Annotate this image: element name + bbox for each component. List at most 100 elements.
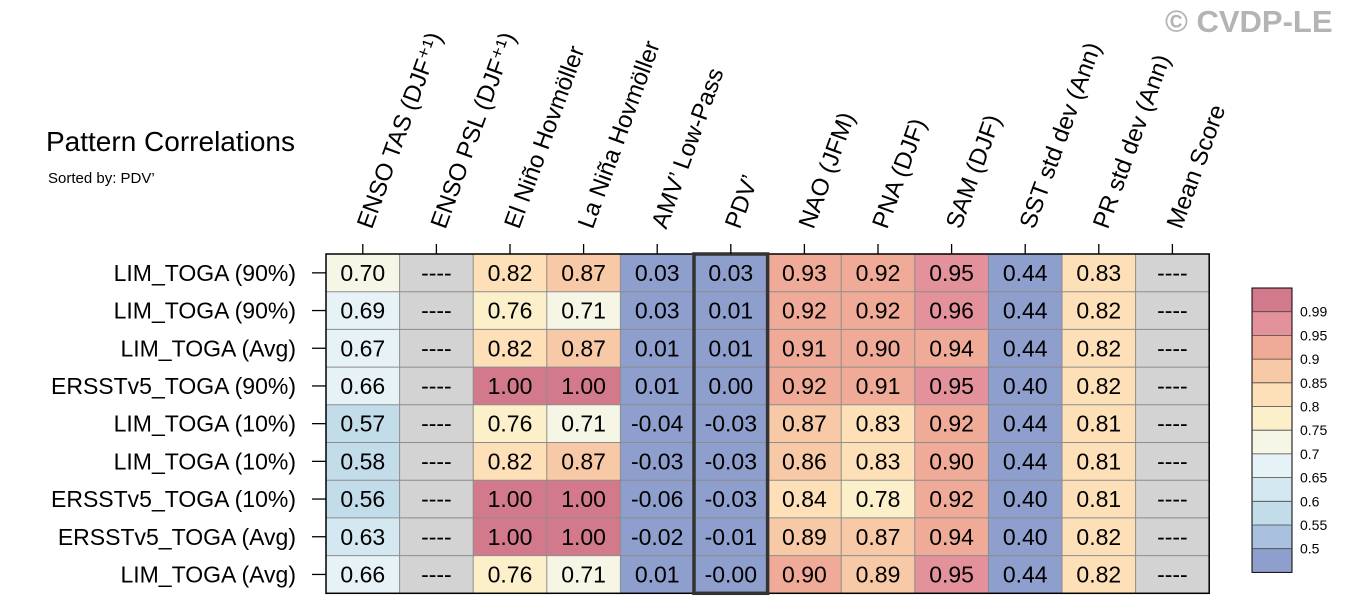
heatmap-cell: [399, 517, 474, 556]
heatmap-cell: [694, 291, 768, 330]
cell-value-label: 0.87: [856, 524, 901, 550]
cell-value-label: 0.71: [561, 411, 606, 437]
heatmap-cell: [473, 480, 547, 518]
heatmap-cell: [914, 480, 989, 518]
cell-value-label: 0.71: [561, 561, 606, 587]
cell-value-label: 1.00: [561, 524, 606, 550]
heatmap-cell: [1062, 254, 1136, 292]
heatmap-cell: [767, 404, 842, 443]
cell-value-label: 0.44: [1003, 448, 1048, 474]
cell-value-label: 0.92: [929, 411, 974, 437]
cell-value-label: ----: [421, 411, 452, 437]
colorbar-label: 0.85: [1300, 375, 1327, 391]
cell-value-label: 0.63: [340, 524, 385, 550]
column-label-amv-low-pass: AMV’ Low-Pass: [646, 64, 729, 232]
heatmap-cell: [988, 254, 1062, 292]
cell-value-label: 0.90: [929, 448, 974, 474]
heatmap-cell: [841, 329, 915, 368]
cell-value-label: ----: [1157, 260, 1188, 286]
heatmap-cell: [326, 404, 400, 443]
heatmap-cell: [1135, 329, 1210, 368]
cell-value-label: 0.66: [340, 561, 385, 587]
cell-value-label: 0.44: [1003, 335, 1048, 361]
heatmap-cell: [326, 555, 400, 594]
cell-value-label: 1.00: [488, 373, 533, 399]
heatmap-cell: [694, 555, 768, 594]
cell-value-label: 0.91: [856, 373, 901, 399]
heatmap-cell: [988, 404, 1062, 443]
heatmap-cell: [694, 254, 768, 292]
heatmap-cell: [694, 367, 768, 405]
cell-value-label: 0.01: [635, 335, 680, 361]
heatmap-cell: [399, 480, 474, 518]
cell-value-label: 1.00: [488, 486, 533, 512]
cell-value-label: 0.89: [782, 524, 827, 550]
heatmap-cell: [841, 555, 915, 594]
cell-value-label: 0.84: [782, 486, 827, 512]
cell-value-label: 1.00: [488, 524, 533, 550]
cell-value-label: 0.90: [782, 561, 827, 587]
cell-value-label: 0.58: [340, 448, 385, 474]
cell-value-label: ----: [1157, 448, 1188, 474]
cell-value-label: -0.03: [705, 486, 757, 512]
row-label: LIM_TOGA (Avg): [120, 335, 296, 361]
heatmap-cell: [988, 517, 1062, 556]
cell-value-label: -0.01: [705, 524, 757, 550]
heatmap-cell: [620, 442, 694, 481]
cell-value-label: 0.83: [856, 448, 901, 474]
heatmap-cell: [1062, 517, 1136, 556]
cell-value-label: ----: [421, 373, 452, 399]
heatmap-cell: [841, 480, 915, 518]
heatmap-cell: [694, 517, 768, 556]
heatmap-cell: [620, 254, 694, 292]
cell-value-label: ----: [1157, 486, 1188, 512]
column-label-pna-djf: PNA (DJF): [867, 115, 932, 232]
colorbar-label: 0.8: [1300, 399, 1320, 415]
heatmap-cell: [841, 254, 915, 292]
colorbar-swatch: [1252, 525, 1292, 549]
column-label-pr-std-dev-ann: PR std dev (Ann): [1088, 51, 1176, 232]
heatmap-cell: [1135, 517, 1210, 556]
colorbar-swatch: [1252, 311, 1292, 336]
heatmap-cell: [620, 329, 694, 368]
row-label: LIM_TOGA (10%): [114, 448, 296, 474]
cell-value-label: 0.69: [340, 298, 385, 324]
cell-value-label: 0.03: [708, 260, 753, 286]
cell-value-label: 0.01: [708, 298, 753, 324]
heatmap-cell: [326, 517, 400, 556]
row-label: LIM_TOGA (10%): [114, 411, 296, 437]
heatmap-cell: [767, 329, 842, 368]
cell-value-label: 0.87: [782, 411, 827, 437]
cell-value-label: 0.92: [856, 260, 901, 286]
heatmap-cell: [914, 291, 989, 330]
heatmap-cell: [473, 555, 547, 594]
heatmap-cell: [399, 254, 474, 292]
colorbar-swatch: [1252, 548, 1292, 573]
heatmap-cell: [326, 254, 400, 292]
heatmap-cell: [914, 367, 989, 405]
cell-value-label: 0.67: [340, 335, 385, 361]
heatmap-cell: [767, 517, 842, 556]
heatmap-cell: [767, 254, 842, 292]
cell-value-label: 0.82: [488, 448, 533, 474]
cell-value-label: 0.92: [929, 486, 974, 512]
cell-value-label: 0.89: [856, 561, 901, 587]
cell-value-label: ----: [1157, 411, 1188, 437]
heatmap-cell: [546, 404, 621, 443]
colorbar: 0.99 0.95 0.9 0.85 0.8 0.75 0.7 0.65 0.6 0.55 0.5: [1251, 287, 1327, 573]
cell-value-label: 0.03: [635, 260, 680, 286]
cell-value-label: 0.83: [1076, 260, 1121, 286]
cell-value-label: 0.40: [1003, 524, 1048, 550]
heatmap-cell: [767, 480, 842, 518]
row-label: ERSSTv5_TOGA (90%): [51, 373, 296, 399]
heatmap-cell: [399, 291, 474, 330]
cell-value-label: 0.95: [929, 260, 974, 286]
heatmap-cell: [1135, 480, 1210, 518]
row-label: LIM_TOGA (Avg): [120, 561, 296, 587]
cell-value-label: -0.03: [631, 448, 683, 474]
heatmap-cell: [1062, 291, 1136, 330]
heatmap-cell: [473, 442, 547, 481]
cell-value-label: 0.87: [561, 448, 606, 474]
heatmap-cell: [546, 480, 621, 518]
heatmap-cell: [546, 254, 621, 292]
